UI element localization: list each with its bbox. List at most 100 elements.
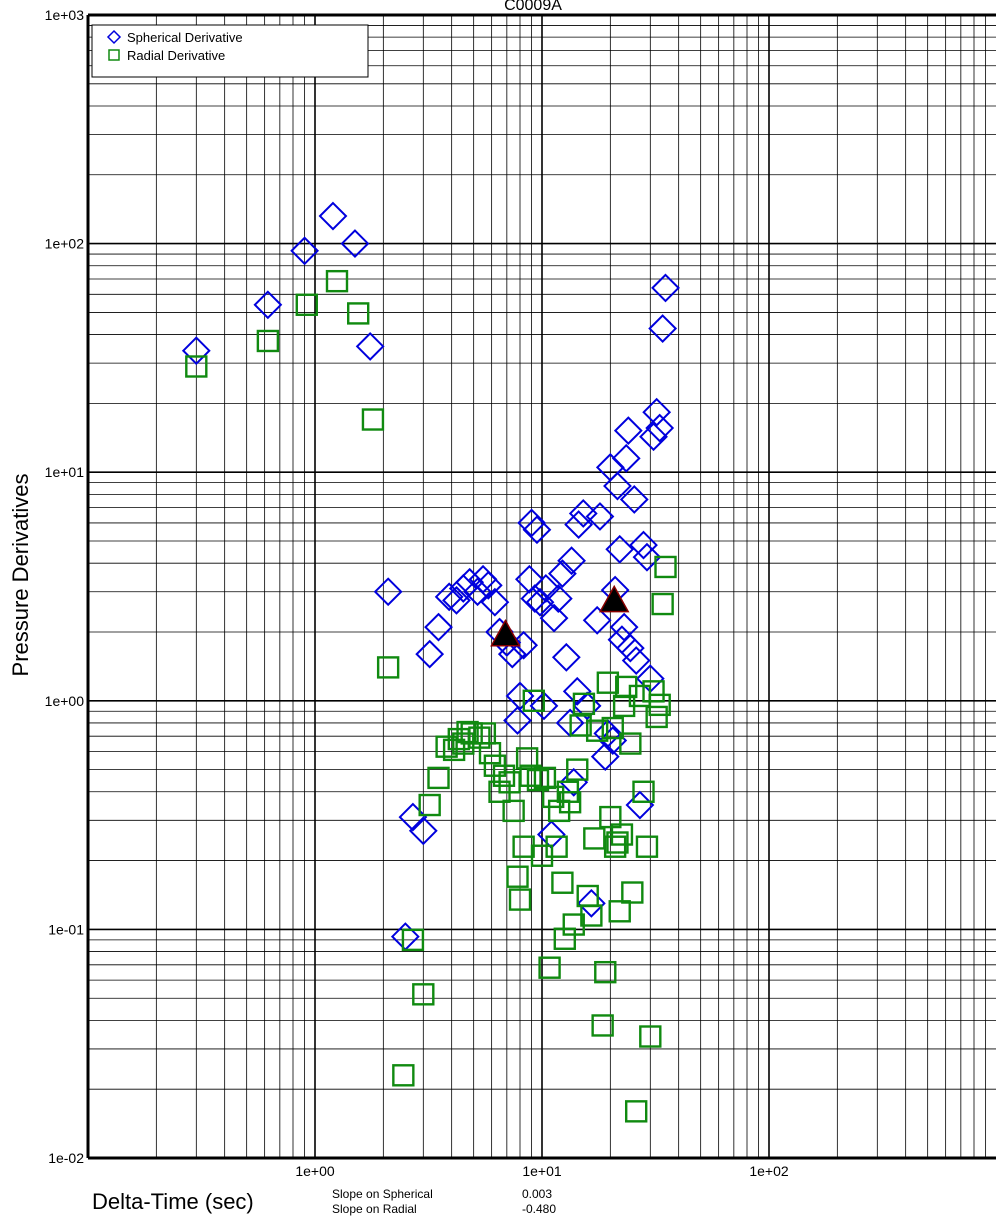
- spherical-derivative-point: [611, 443, 641, 473]
- spherical-derivative-point: [543, 584, 573, 613]
- radial-derivative-point: [610, 823, 634, 846]
- radial-derivative-point: [376, 656, 400, 679]
- spherical-derivative-point: [562, 676, 592, 706]
- radial-derivative-point: [632, 780, 655, 803]
- slope-spherical-value: 0.003: [522, 1187, 552, 1201]
- radial-derivative-point: [558, 791, 582, 814]
- radial-derivative-point: [624, 1100, 648, 1123]
- spherical-derivative-point: [355, 332, 385, 361]
- y-tick-label: 1e-01: [48, 921, 84, 937]
- legend-box: [91, 24, 369, 78]
- spherical-derivative-point: [503, 706, 532, 735]
- y-tick-label: 1e+03: [45, 7, 85, 23]
- radial-derivative-point: [580, 904, 603, 927]
- radial-derivative-point: [519, 764, 542, 787]
- spherical-derivative-point: [603, 471, 632, 501]
- radial-derivative-point: [418, 793, 441, 817]
- radial-derivative-point: [460, 722, 483, 745]
- radial-derivative-point: [412, 983, 435, 1006]
- slope-radial-value: -0.480: [522, 1202, 556, 1216]
- selected-point-triangle: [598, 584, 630, 613]
- radial-derivative-point: [185, 355, 208, 378]
- x-axis-label: Delta-Time (sec): [92, 1189, 254, 1214]
- radial-derivative-point: [654, 555, 677, 579]
- radial-derivative-point: [651, 592, 674, 616]
- chart-title: C0009A: [504, 0, 562, 14]
- radial-derivative-point: [603, 835, 627, 858]
- spherical-derivative-point: [557, 546, 586, 576]
- radial-derivative-point: [639, 1025, 662, 1048]
- radial-derivative-point: [392, 1064, 415, 1087]
- radial-derivative-point: [295, 293, 318, 316]
- radial-derivative-point: [551, 871, 574, 894]
- plot-frame: [86, 13, 996, 1160]
- spherical-derivative-point: [645, 413, 675, 443]
- y-tick-label: 1e-02: [48, 1150, 84, 1166]
- plot-grid: [87, 15, 996, 1159]
- radial-derivative-point: [522, 689, 545, 712]
- spherical-derivative-point: [613, 416, 643, 446]
- spherical-derivative-point: [639, 422, 668, 452]
- spherical-derivative-point: [463, 577, 492, 607]
- radial-derivative-point: [585, 719, 609, 742]
- spherical-derivative-point: [615, 633, 645, 663]
- spherical-derivative-point: [572, 691, 602, 721]
- radial-derivative-point: [456, 720, 479, 744]
- radial-derivative-point: [606, 831, 629, 854]
- radial-derivative-point: [502, 799, 525, 823]
- spherical-derivative-point: [473, 570, 503, 600]
- spherical-derivative-point: [253, 290, 283, 320]
- spherical-derivative-point: [340, 229, 370, 259]
- x-tick-label: 1e+00: [295, 1163, 335, 1179]
- radial-derivative-point: [508, 888, 532, 911]
- spherical-derivative-point: [619, 485, 649, 514]
- data-points: [181, 201, 680, 1123]
- radial-derivative-point: [492, 764, 516, 787]
- legend-spherical-label: Spherical Derivative: [127, 30, 243, 45]
- radial-derivative-point: [526, 768, 550, 792]
- spherical-derivative-point: [442, 585, 471, 615]
- spherical-derivative-point: [559, 767, 589, 797]
- radial-derivative-point: [545, 835, 568, 858]
- spherical-derivative-point: [568, 499, 598, 528]
- radial-derivative-point: [601, 716, 624, 740]
- spherical-derivative-point: [629, 530, 658, 560]
- spherical-derivative-point: [408, 816, 438, 846]
- slope-spherical-label: Slope on Spherical: [332, 1187, 433, 1201]
- tick-labels: 1e-02 1e-01 1e+00 1e+01 1e+02 1e+03 1e+00 1e+01…: [45, 7, 789, 1179]
- radial-derivative-point: [538, 956, 561, 979]
- spherical-derivative-point: [318, 201, 348, 231]
- y-tick-label: 1e+02: [45, 236, 85, 252]
- y-tick-label: 1e+00: [45, 693, 85, 709]
- radial-derivative-point: [361, 408, 385, 431]
- spherical-derivative-point: [605, 534, 635, 564]
- radial-derivative-point: [566, 758, 589, 781]
- spherical-derivative-point: [547, 559, 577, 589]
- spherical-derivative-point: [593, 718, 623, 748]
- radial-derivative-point: [621, 881, 644, 904]
- radial-derivative-point: [591, 1014, 614, 1037]
- legend: Spherical Derivative Radial Derivative: [91, 24, 369, 78]
- radial-derivative-point: [594, 960, 617, 984]
- selected-point-triangle: [490, 618, 521, 647]
- spherical-derivative-point: [564, 510, 594, 539]
- radial-derivative-point: [648, 693, 671, 717]
- x-tick-label: 1e+01: [522, 1163, 562, 1179]
- spherical-derivative-point: [585, 502, 615, 531]
- spherical-derivative-point: [520, 584, 550, 613]
- spherical-derivative-point: [531, 574, 561, 603]
- legend-square-icon: [108, 49, 120, 61]
- spherical-derivative-point: [434, 582, 464, 612]
- spherical-derivative-point: [642, 397, 672, 427]
- spherical-derivative-point: [648, 314, 678, 343]
- radial-derivative-point: [599, 805, 622, 829]
- legend-radial-label: Radial Derivative: [127, 48, 225, 63]
- spherical-derivative-point: [576, 888, 606, 918]
- spherical-derivative-point: [651, 273, 680, 303]
- spherical-derivative-point: [582, 605, 612, 635]
- spherical-derivative-point: [181, 336, 211, 366]
- radial-derivative-point: [635, 835, 659, 858]
- x-tick-label: 1e+02: [749, 1163, 789, 1179]
- radial-derivative-point: [642, 680, 665, 703]
